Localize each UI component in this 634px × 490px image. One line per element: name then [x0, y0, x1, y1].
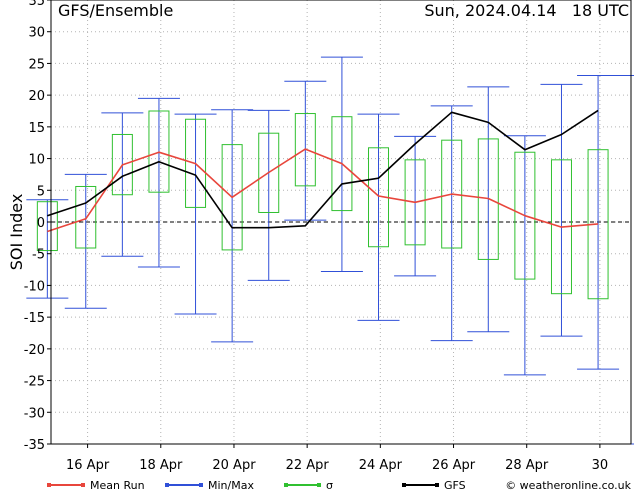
min-max-whiskers	[26, 56, 634, 445]
y-tick-label: -15	[24, 311, 45, 326]
legend-sigma-marker	[284, 483, 288, 487]
y-tick-label: 20	[28, 89, 45, 104]
legend-mean-marker	[47, 483, 51, 487]
y-axis-ticks: -35 -30 -25 -20 -15 -10 -5 0 5 10 15 20 25 30 35	[24, 0, 51, 453]
x-tick-label: 20 Apr	[212, 458, 256, 473]
y-tick-label: 15	[28, 121, 45, 136]
legend-sigma-marker-end	[317, 483, 321, 487]
y-tick-label: 35	[28, 0, 45, 9]
legend-gfs-marker-end	[435, 483, 439, 487]
y-tick-label: 30	[28, 26, 45, 41]
sigma-box	[331, 116, 353, 212]
credit-text: © weatheronline.co.uk	[505, 479, 631, 490]
legend-minmax-label: Min/Max	[208, 479, 254, 490]
x-axis-ticks: 16 Apr 18 Apr 20 Apr 22 Apr 24 Apr 26 Apr 28 A…	[66, 444, 608, 473]
x-tick-label: 22 Apr	[286, 458, 330, 473]
legend: Mean Run Min/Max σ GFS © weatheronline.c…	[47, 479, 632, 490]
sigma-box	[514, 151, 536, 280]
legend-mean-label: Mean Run	[90, 479, 145, 490]
y-tick-label: -30	[24, 406, 45, 421]
y-tick-label: -5	[32, 248, 45, 263]
x-tick-label: 30	[592, 458, 609, 473]
chart-title: GFS/Ensemble	[58, 1, 173, 20]
legend-gfs-marker	[402, 483, 406, 487]
legend-minmax-marker	[165, 483, 169, 487]
sigma-box	[441, 139, 463, 249]
sigma-box	[185, 118, 207, 208]
y-tick-label: 10	[28, 153, 45, 168]
series-lines	[47, 109, 599, 233]
x-tick-label: 18 Apr	[139, 458, 183, 473]
y-axis-label: SOI Index	[7, 194, 26, 271]
legend-mean-marker-end	[81, 483, 85, 487]
sigma-box	[477, 138, 499, 260]
y-tick-label: -25	[24, 375, 45, 390]
legend-gfs-label: GFS	[444, 479, 466, 490]
y-tick-label: -20	[24, 343, 45, 358]
y-tick-label: 5	[37, 184, 45, 199]
x-tick-label: 26 Apr	[432, 458, 476, 473]
sigma-box	[148, 110, 170, 193]
sigma-box	[258, 132, 280, 213]
mean-run-line	[47, 148, 599, 233]
sigma-box	[75, 185, 97, 249]
y-tick-label: -35	[24, 438, 45, 453]
sigma-box	[221, 144, 243, 251]
sigma-box	[404, 159, 426, 246]
x-tick-label: 28 Apr	[505, 458, 549, 473]
sigma-box	[36, 201, 58, 252]
run-label: Sun, 2024.04.14 18 UTC	[424, 1, 629, 20]
x-tick-label: 16 Apr	[66, 458, 110, 473]
y-tick-label: 0	[37, 216, 45, 231]
sigma-box	[294, 113, 316, 187]
gfs-line	[47, 109, 599, 229]
x-tick-label: 24 Apr	[359, 458, 403, 473]
y-tick-label: 25	[28, 57, 45, 72]
legend-minmax-marker-end	[199, 483, 203, 487]
legend-sigma-label: σ	[326, 479, 333, 490]
sigma-box	[111, 133, 133, 196]
y-tick-label: -10	[24, 279, 45, 294]
grid-lines	[51, 0, 631, 444]
